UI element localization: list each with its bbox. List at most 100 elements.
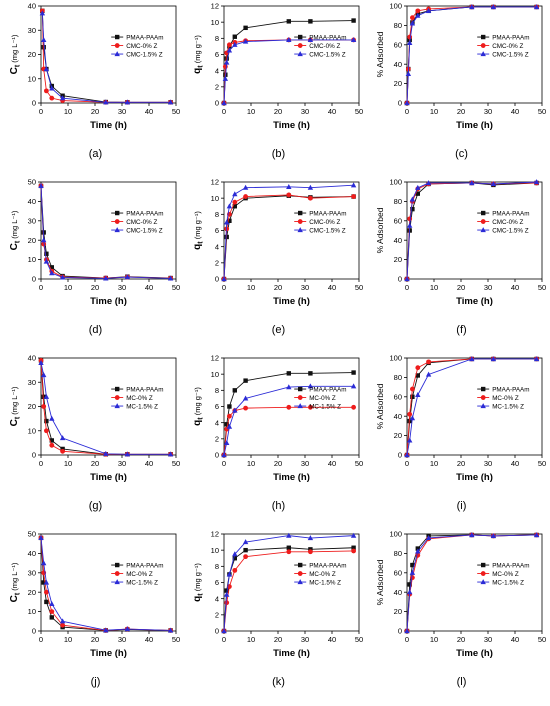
x-tick-label: 30: [118, 107, 126, 116]
y-tick-label: 40: [28, 197, 36, 206]
x-tick-label: 10: [430, 635, 438, 644]
y-axis-label: Ct (mg L⁻¹): [9, 210, 22, 250]
data-point: [425, 534, 432, 540]
y-tick-label: 100: [389, 178, 402, 187]
legend-entry: MC-1.5% Z: [477, 403, 524, 410]
data-point: [224, 588, 229, 593]
x-tick-label: 40: [328, 107, 336, 116]
data-point: [410, 394, 415, 399]
data-point: [415, 191, 420, 196]
data-point: [533, 532, 540, 538]
data-point: [44, 418, 49, 424]
x-tick-label: 50: [538, 283, 546, 292]
legend-marker: [115, 210, 120, 216]
x-tick-label: 40: [511, 635, 519, 644]
y-tick-label: 60: [394, 392, 402, 401]
legend-entry: MC-0% Z: [477, 395, 519, 402]
series-group: [221, 37, 357, 106]
legend-label: CMC-0% Z: [309, 219, 340, 226]
x-tick-label: 0: [222, 635, 226, 644]
legend-marker: [297, 51, 303, 57]
data-point: [351, 548, 356, 554]
x-axis-label: Time (h): [90, 120, 127, 131]
data-point: [41, 241, 47, 247]
data-point: [415, 391, 421, 397]
legend-label: PMAA-PAAm: [492, 386, 529, 393]
legend-label: MC-0% Z: [126, 571, 153, 578]
x-tick-label: 20: [457, 283, 465, 292]
legend-entry: MC-0% Z: [111, 571, 153, 578]
legend-label: PMAA-PAAm: [126, 386, 163, 393]
data-point: [404, 276, 410, 282]
data-point: [49, 270, 55, 276]
x-axis-label: Time (h): [456, 472, 493, 483]
data-point: [243, 194, 248, 199]
legend-entry: CMC-0% Z: [477, 43, 523, 50]
series-line: [406, 534, 537, 632]
data-point: [533, 356, 540, 362]
legend-label: MC-0% Z: [492, 395, 519, 402]
legend-entry: CMC-0% Z: [294, 43, 340, 50]
x-axis-label: Time (h): [273, 296, 310, 307]
series-group: [38, 534, 174, 633]
x-tick-label: 20: [274, 635, 282, 644]
data-point: [59, 435, 66, 441]
legend-entry: MC-1.5% Z: [111, 403, 158, 410]
data-point: [469, 180, 475, 186]
legend-label: MC-0% Z: [309, 395, 336, 402]
panel-caption: (j): [90, 676, 101, 688]
data-point: [232, 388, 237, 393]
data-point: [167, 275, 174, 281]
data-point: [350, 182, 357, 188]
x-tick-label: 20: [274, 107, 282, 116]
data-point: [426, 359, 431, 365]
legend-entry: MC-0% Z: [477, 571, 519, 578]
chart-panel: 0 10 20 30 40 50 0 20 40 60 80 100 Time (h) % Adsorbe…: [375, 354, 546, 483]
y-axis-label: % Adsorbed: [375, 383, 385, 429]
data-point: [425, 7, 432, 13]
legend-entry: MC-1.5% Z: [294, 579, 341, 586]
x-tick-label: 20: [457, 459, 465, 468]
x-axis-label: Time (h): [456, 296, 493, 307]
data-point: [227, 42, 232, 48]
y-tick-label: 2: [215, 258, 219, 267]
data-point: [167, 451, 174, 457]
data-point: [59, 618, 66, 624]
x-tick-label: 10: [247, 459, 255, 468]
data-point: [405, 71, 412, 76]
data-point: [409, 196, 416, 202]
y-tick-label: 40: [28, 2, 36, 11]
y-tick-label: 12: [211, 2, 219, 11]
legend-marker: [297, 227, 303, 233]
y-tick-label: 30: [28, 378, 36, 387]
data-point: [221, 100, 227, 106]
data-point: [232, 567, 238, 573]
x-tick-label: 40: [145, 635, 153, 644]
x-tick-label: 0: [405, 283, 409, 292]
legend-label: CMC-0% Z: [126, 219, 157, 226]
data-point: [41, 37, 47, 43]
data-point: [222, 64, 228, 70]
x-tick-label: 0: [405, 107, 409, 116]
x-tick-label: 50: [538, 459, 546, 468]
x-tick-label: 40: [511, 107, 519, 116]
y-tick-label: 0: [215, 275, 219, 284]
legend-label: CMC-0% Z: [492, 43, 523, 50]
legend-entry: PMAA-PAAm: [477, 210, 530, 217]
x-tick-label: 10: [430, 459, 438, 468]
x-tick-label: 50: [355, 459, 363, 468]
data-point: [490, 356, 497, 362]
legend-label: PMAA-PAAm: [126, 34, 163, 41]
y-tick-label: 50: [28, 178, 36, 187]
x-tick-label: 30: [484, 459, 492, 468]
legend-label: MC-1.5% Z: [492, 579, 524, 586]
y-tick-label: 40: [394, 60, 402, 69]
legend-entry: PMAA-PAAm: [111, 386, 164, 393]
data-point: [469, 356, 475, 362]
x-tick-label: 10: [64, 635, 72, 644]
data-point: [44, 589, 49, 595]
data-point: [43, 258, 50, 264]
legend-marker: [115, 562, 120, 568]
data-point: [38, 182, 44, 188]
data-point: [308, 371, 313, 376]
